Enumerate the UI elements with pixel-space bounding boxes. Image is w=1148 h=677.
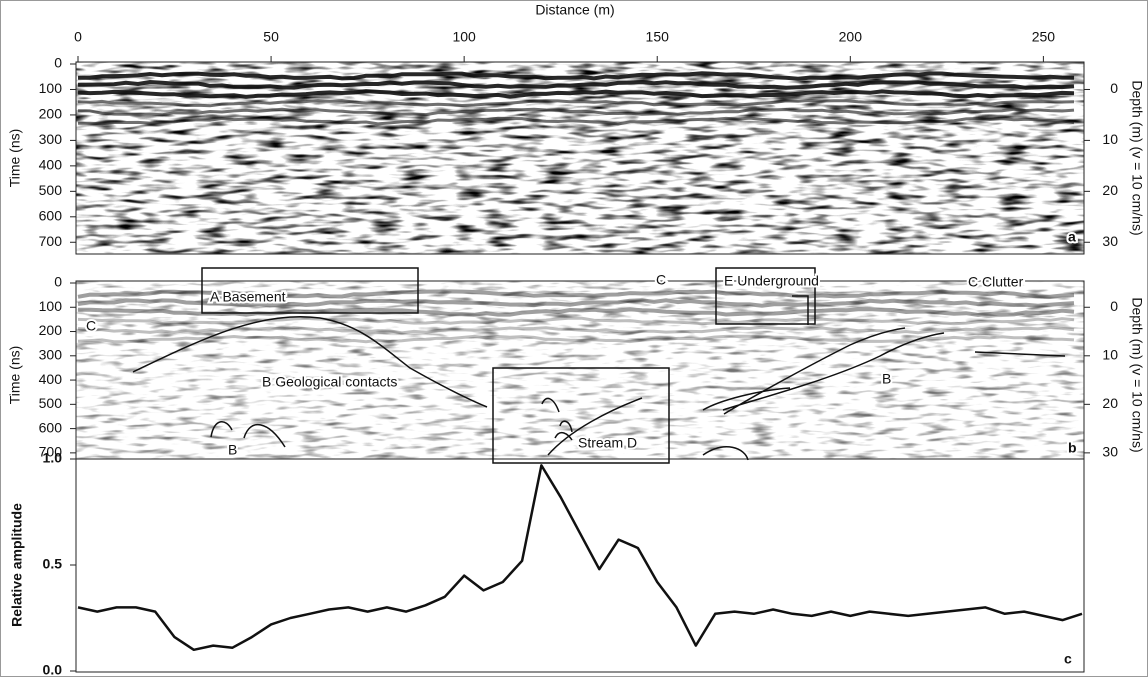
y-tick-label: 200 <box>39 322 63 338</box>
y-tick-label: 700 <box>39 444 63 460</box>
y2-tick-label: 20 <box>1102 182 1118 198</box>
x-tick-label: 250 <box>1032 29 1056 45</box>
panel-label: a <box>1068 229 1076 245</box>
y-tick-label: 0 <box>54 55 62 71</box>
interpretation <box>132 267 1066 464</box>
y2-tick-label: 30 <box>1102 444 1118 460</box>
y-tick-label: 600 <box>39 419 63 435</box>
x-tick-label: 100 <box>452 29 476 45</box>
y-tick-label: 700 <box>39 233 63 249</box>
contact-line <box>547 397 643 456</box>
x-tick-label: 150 <box>646 29 670 45</box>
annotation-box <box>715 267 816 325</box>
reflector <box>77 325 1075 335</box>
annotation: B <box>228 442 237 458</box>
y-tick-label: 500 <box>39 182 63 198</box>
y-tick-label: 500 <box>39 395 63 411</box>
reflector <box>77 98 1075 108</box>
panel-label: c <box>1064 651 1072 667</box>
y-axis-title: Relative amplitude <box>9 503 25 627</box>
reflector <box>77 316 1075 326</box>
y-tick-label: 300 <box>39 131 63 147</box>
y-tick-label: 600 <box>39 208 63 224</box>
y-axis-title: Time (ns) <box>7 346 23 405</box>
panel-label: b <box>1068 440 1077 456</box>
y2-tick-label: 10 <box>1102 131 1118 147</box>
y2-tick-label: 0 <box>1110 298 1118 314</box>
y2-tick-label: 0 <box>1110 80 1118 96</box>
y-tick-label: 100 <box>39 80 63 96</box>
reflector-bands <box>77 71 1075 344</box>
x-axis-title: Distance (m) <box>535 2 614 18</box>
reflector <box>78 116 1075 126</box>
reflector <box>77 89 1075 99</box>
y2-tick-label: 20 <box>1102 395 1118 411</box>
reflector <box>77 289 1075 299</box>
annotation-box <box>201 267 419 314</box>
contact-line <box>210 421 286 448</box>
y-tick-label: 400 <box>39 371 63 387</box>
plot-frame <box>75 61 1085 255</box>
y-tick-label: 0.5 <box>43 556 63 572</box>
contact-line <box>132 315 488 408</box>
plot-frame <box>75 458 1085 673</box>
annotation: A Basement <box>210 289 286 305</box>
y-tick-label: 400 <box>39 157 63 173</box>
y2-axis-title: Depth (m) (v = 10 cm/ns) <box>1129 80 1145 235</box>
x-tick-label: 200 <box>839 29 863 45</box>
y-tick-label: 0 <box>54 274 62 290</box>
annotation: C <box>86 318 96 334</box>
reflector <box>77 334 1075 344</box>
annotation: Stream D <box>578 435 637 451</box>
y2-axis-title: Depth (m) (v = 10 cm/ns) <box>1129 297 1145 452</box>
reflector <box>77 71 1075 81</box>
contact-line <box>702 327 945 415</box>
x-tick-label: 50 <box>263 29 279 45</box>
x-tick-label: 0 <box>74 29 82 45</box>
annotation: B <box>882 371 891 387</box>
y-tick-label: 0.0 <box>43 662 63 677</box>
y-tick-label: 1.0 <box>43 450 63 466</box>
reflector <box>77 79 1075 90</box>
radar-texture <box>76 281 1084 465</box>
annotation: C Clutter <box>968 274 1024 290</box>
leader-line <box>792 295 809 325</box>
annotation: B Geological contacts <box>262 374 397 390</box>
contact-line <box>702 351 1066 461</box>
y2-tick-label: 10 <box>1102 347 1118 363</box>
contact-line <box>541 397 573 433</box>
y-tick-label: 200 <box>39 106 63 122</box>
annotation: C <box>656 272 666 288</box>
reflector <box>77 107 1075 117</box>
annotation-box <box>492 367 670 464</box>
y-axis-title: Time (ns) <box>7 129 23 188</box>
reflector <box>78 307 1075 317</box>
y2-tick-label: 30 <box>1102 233 1118 249</box>
annotation: E Underground <box>724 273 819 289</box>
reflector <box>77 298 1075 308</box>
y-tick-label: 300 <box>39 347 63 363</box>
y-tick-label: 100 <box>39 298 63 314</box>
amplitude-line <box>77 464 1083 652</box>
